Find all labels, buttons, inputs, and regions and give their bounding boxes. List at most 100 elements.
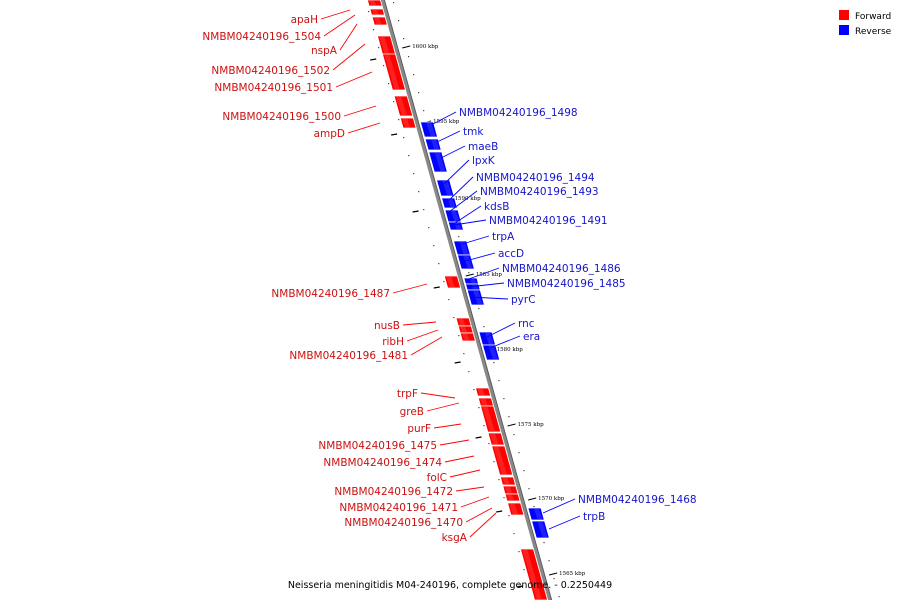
reverse-gene-label: lpxK — [472, 155, 496, 167]
reverse-leader-line — [489, 335, 521, 349]
backbone-dot — [413, 173, 415, 175]
backbone-dot — [398, 119, 400, 121]
legend-reverse-swatch — [839, 25, 849, 35]
forward-gene-block-shine — [379, 37, 391, 57]
reverse-leader-line — [467, 282, 505, 288]
backbone-dot — [498, 479, 500, 481]
reverse-gene-block-shine — [459, 242, 469, 254]
forward-leader-line — [343, 105, 377, 117]
forward-gene-label: apaH — [291, 14, 318, 26]
forward-gene-label: NMBM04240196_1481 — [289, 350, 408, 362]
tick-label: 1570 kbp — [538, 496, 565, 502]
forward-leader-line — [465, 507, 493, 523]
backbone-dot — [548, 560, 550, 562]
forward-gene-block — [381, 53, 407, 91]
backbone-dot — [433, 245, 435, 247]
forward-gene-label: NMBM04240196_1501 — [214, 82, 333, 94]
forward-gene-block-shine — [502, 478, 510, 484]
forward-leader-line — [426, 402, 460, 412]
reverse-leader-line — [461, 252, 496, 263]
backbone-dot — [483, 326, 485, 328]
backbone-dot — [403, 137, 405, 139]
reverse-gene-block-shine — [469, 279, 477, 283]
backbone-dot — [448, 299, 450, 301]
reverse-gene-label: NMBM04240196_1494 — [476, 172, 595, 184]
backbone-dot — [428, 227, 430, 229]
forward-leader-line — [320, 9, 351, 20]
forward-gene-block-shine — [522, 550, 542, 599]
feature-track — [366, 0, 550, 600]
forward-gene-label: NMBM04240196_1487 — [271, 288, 390, 300]
forward-gene-label: purF — [407, 423, 431, 435]
forward-gene-label: NMBM04240196_1502 — [211, 65, 330, 77]
forward-gene-block — [443, 275, 462, 289]
reverse-gene-block-shine — [537, 522, 548, 537]
tick-track: 1600 kbp 1595 kbp 1590 kbp 1585 kbp 1580 kbp… — [370, 44, 586, 588]
backbone-dot — [458, 236, 460, 238]
forward-gene-block-shine — [458, 319, 466, 325]
tick-mark-minor — [496, 510, 503, 513]
forward-gene-label: trpF — [397, 388, 418, 400]
reverse-gene-block — [531, 520, 550, 539]
backbone-dot — [508, 416, 510, 418]
forward-gene-block — [366, 0, 383, 7]
legend-forward-swatch — [839, 10, 849, 20]
tick-mark-minor — [412, 210, 419, 213]
backbone-dot — [393, 101, 395, 103]
forward-gene-block-shine — [460, 327, 468, 332]
legend-forward-label: Forward — [855, 12, 891, 22]
backbone-dot — [553, 578, 555, 580]
reverse-leader-line — [486, 322, 516, 338]
backbone-dot — [528, 587, 530, 589]
forward-gene-block — [480, 405, 502, 433]
forward-gene-label: nspA — [311, 45, 338, 57]
forward-gene-block-shine — [493, 447, 507, 474]
reverse-leader-line — [542, 498, 576, 514]
reverse-gene-label: rnc — [518, 318, 535, 330]
backbone-dot — [468, 272, 470, 274]
forward-gene-block — [487, 432, 505, 446]
backbone-dot — [413, 74, 415, 76]
reverse-gene-block — [456, 254, 475, 270]
reverse-leader-line — [469, 296, 509, 300]
backbone-dot — [443, 281, 445, 283]
forward-gene-block — [499, 476, 517, 486]
forward-gene-label: NMBM04240196_1475 — [318, 440, 437, 452]
backbone-dot — [468, 371, 470, 373]
forward-leader-line — [444, 455, 475, 463]
reverse-gene-label: NMBM04240196_1498 — [459, 107, 578, 119]
backbone-dot — [372, 29, 375, 31]
reverse-gene-label: NMBM04240196_1485 — [507, 278, 626, 290]
tick-mark-minor — [370, 58, 377, 61]
tick-mark — [465, 273, 474, 277]
forward-leader-line — [402, 321, 437, 326]
reverse-gene-block-shine — [434, 153, 446, 171]
forward-gene-label: NMBM04240196_1470 — [344, 517, 463, 529]
forward-leader-line — [420, 392, 456, 399]
tick-label: 1600 kbp — [412, 44, 439, 50]
backbone-dot — [498, 380, 500, 382]
label-track: apaH NMBM04240196_1504 nspA NMBM04240196_15… — [202, 9, 697, 544]
forward-gene-block-shine — [504, 487, 513, 493]
reverse-leader-line — [443, 159, 470, 185]
forward-gene-label: NMBM04240196_1471 — [339, 502, 458, 514]
tick-mark — [402, 45, 411, 49]
tick-label: 1565 kbp — [559, 571, 586, 577]
forward-gene-label: NMBM04240196_1474 — [323, 457, 442, 469]
backbone-dot — [473, 389, 475, 391]
reverse-gene-label: tmk — [463, 126, 484, 138]
tick-mark — [528, 497, 537, 501]
forward-gene-label: NMBM04240196_1472 — [334, 486, 453, 498]
tick-mark-minor — [433, 286, 440, 289]
forward-gene-label: NMBM04240196_1500 — [222, 111, 341, 123]
backbone-dot — [488, 443, 490, 445]
forward-gene-block — [491, 445, 514, 476]
backbone-dot — [408, 155, 410, 157]
backbone-dot — [458, 335, 460, 337]
reverse-gene-label: trpA — [492, 231, 515, 243]
reverse-gene-block — [436, 179, 455, 197]
forward-leader-line — [406, 329, 439, 342]
backbone-dot — [503, 497, 505, 499]
reverse-gene-label: NMBM04240196_1491 — [489, 215, 608, 227]
